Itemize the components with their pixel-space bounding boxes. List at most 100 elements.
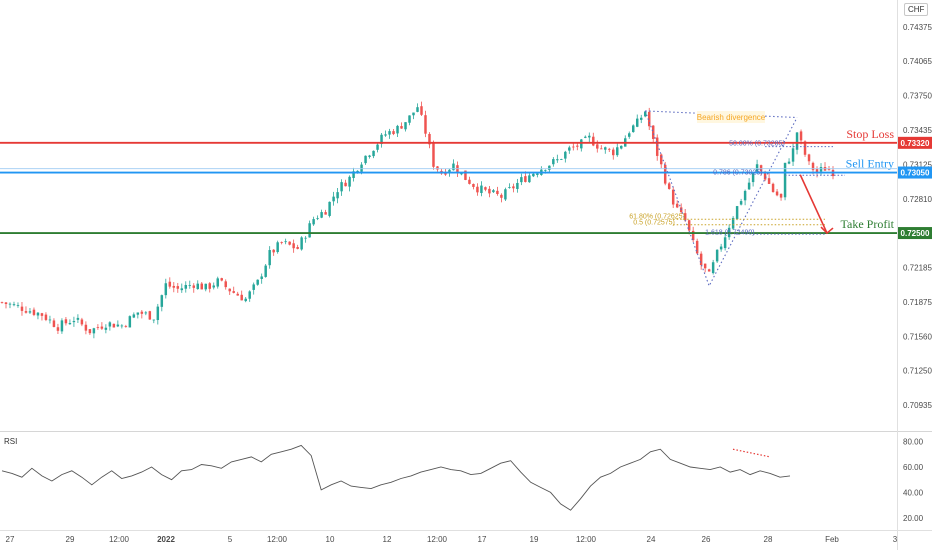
candle-body: [568, 147, 571, 151]
candle-body: [480, 185, 483, 193]
candle-body: [819, 167, 823, 172]
rsi-tick-label: 20.00: [903, 514, 924, 523]
time-tick-label: 29: [66, 535, 75, 544]
candle-body: [12, 304, 16, 306]
time-tick-label: 24: [647, 535, 656, 544]
rsi-divergence-line: [732, 448, 771, 458]
stop-loss-label: Stop Loss: [846, 127, 894, 141]
candle-body: [204, 283, 207, 290]
time-tick-label: 12:00: [267, 535, 288, 544]
candle-body: [560, 159, 563, 160]
candle-body: [596, 144, 599, 149]
candle-body: [284, 241, 287, 243]
candle-body: [164, 283, 168, 296]
time-axis[interactable]: 27 29 12:00 2022 5 12:00 10 12 12:00 17 19 12:00 24 2…: [6, 535, 898, 544]
candle-body: [88, 329, 92, 334]
currency-label: CHF: [908, 5, 925, 14]
candle-body: [288, 241, 291, 245]
candle-body: [240, 294, 243, 301]
candle-body: [751, 172, 755, 183]
fib-618-label: 61.80% (0.72625): [629, 213, 685, 220]
candle-body: [312, 219, 315, 225]
candle-body: [763, 171, 767, 180]
candle-body: [224, 281, 227, 288]
candle-body: [743, 190, 747, 201]
price-tick-label: 0.74375: [903, 23, 932, 32]
candle-body: [536, 173, 539, 175]
candle-body: [572, 146, 575, 148]
candle-body: [108, 322, 112, 327]
price-tick-label: 0.72185: [903, 264, 932, 273]
candle-body: [132, 314, 136, 318]
candle-body: [600, 148, 603, 150]
candle-body: [8, 303, 12, 305]
candle-body: [432, 143, 435, 167]
time-tick-label: 12:00: [576, 535, 597, 544]
candle-body: [516, 182, 519, 189]
candle-body: [703, 263, 707, 269]
candle-body: [112, 323, 116, 328]
candle-body: [651, 125, 655, 139]
candle-body: [144, 312, 148, 314]
candle-body: [472, 183, 475, 187]
candle-body: [791, 148, 795, 162]
candle-body: [392, 131, 395, 135]
candle-body: [675, 203, 679, 208]
fib-annotations: 50.00% (0.73285) 0.786 (0.73025) 61.80% (0…: [629, 110, 845, 288]
candle-body: [24, 311, 28, 313]
candle-body: [360, 164, 363, 172]
candle-body: [795, 132, 799, 150]
take-profit-price-badge: [898, 227, 932, 240]
fib-1618-label: 1.618 (0.72490): [705, 230, 754, 237]
divergence-label: Bearish divergence: [697, 113, 766, 122]
candle-body: [0, 302, 4, 303]
candle-body: [388, 131, 391, 135]
candle-body: [576, 145, 579, 147]
candle-body: [691, 230, 695, 241]
candle-body: [683, 213, 687, 221]
price-axis[interactable]: 0.74375 0.74065 0.73750 0.73435 0.73125 0.728…: [903, 23, 932, 410]
candle-body: [556, 159, 559, 161]
candle-body: [216, 278, 219, 287]
candle-body: [468, 179, 471, 184]
candle-body: [524, 176, 527, 182]
candle-body: [588, 135, 591, 138]
candle-body: [4, 302, 8, 305]
candle-body: [687, 220, 691, 231]
candle-body: [344, 182, 347, 187]
price-tick-label: 0.71875: [903, 298, 932, 307]
candle-body: [152, 319, 156, 321]
candle-body: [136, 312, 140, 315]
candle-body: [44, 314, 48, 320]
price-tick-label: 0.70935: [903, 401, 932, 410]
candle-body: [356, 170, 359, 173]
fib-05-label: 0.5 (0.72575): [633, 219, 675, 226]
candle-body: [28, 311, 32, 313]
candle-body: [272, 249, 275, 253]
candle-body: [787, 161, 791, 164]
candle-body: [424, 115, 427, 134]
time-tick-label: 5: [228, 535, 233, 544]
candle-body: [212, 285, 215, 288]
candle-body: [771, 183, 775, 193]
candle-body: [608, 148, 611, 150]
harmonic-leg-lines: [644, 110, 798, 288]
candle-body: [184, 284, 188, 289]
candle-body: [380, 134, 383, 145]
candle-body: [276, 242, 279, 253]
candle-body: [336, 192, 339, 199]
candle-body: [544, 169, 547, 171]
candle-body: [707, 269, 711, 272]
time-tick-label: 12: [383, 535, 392, 544]
candle-body: [811, 162, 815, 171]
currency-badge[interactable]: CHF: [904, 3, 929, 16]
projection-arrow-head: [820, 226, 834, 235]
candle-body: [396, 125, 399, 134]
candle-body: [799, 131, 803, 141]
candle-body: [671, 189, 675, 205]
candle-body: [807, 154, 811, 162]
candle-body: [168, 281, 172, 287]
candle-body: [292, 243, 295, 249]
